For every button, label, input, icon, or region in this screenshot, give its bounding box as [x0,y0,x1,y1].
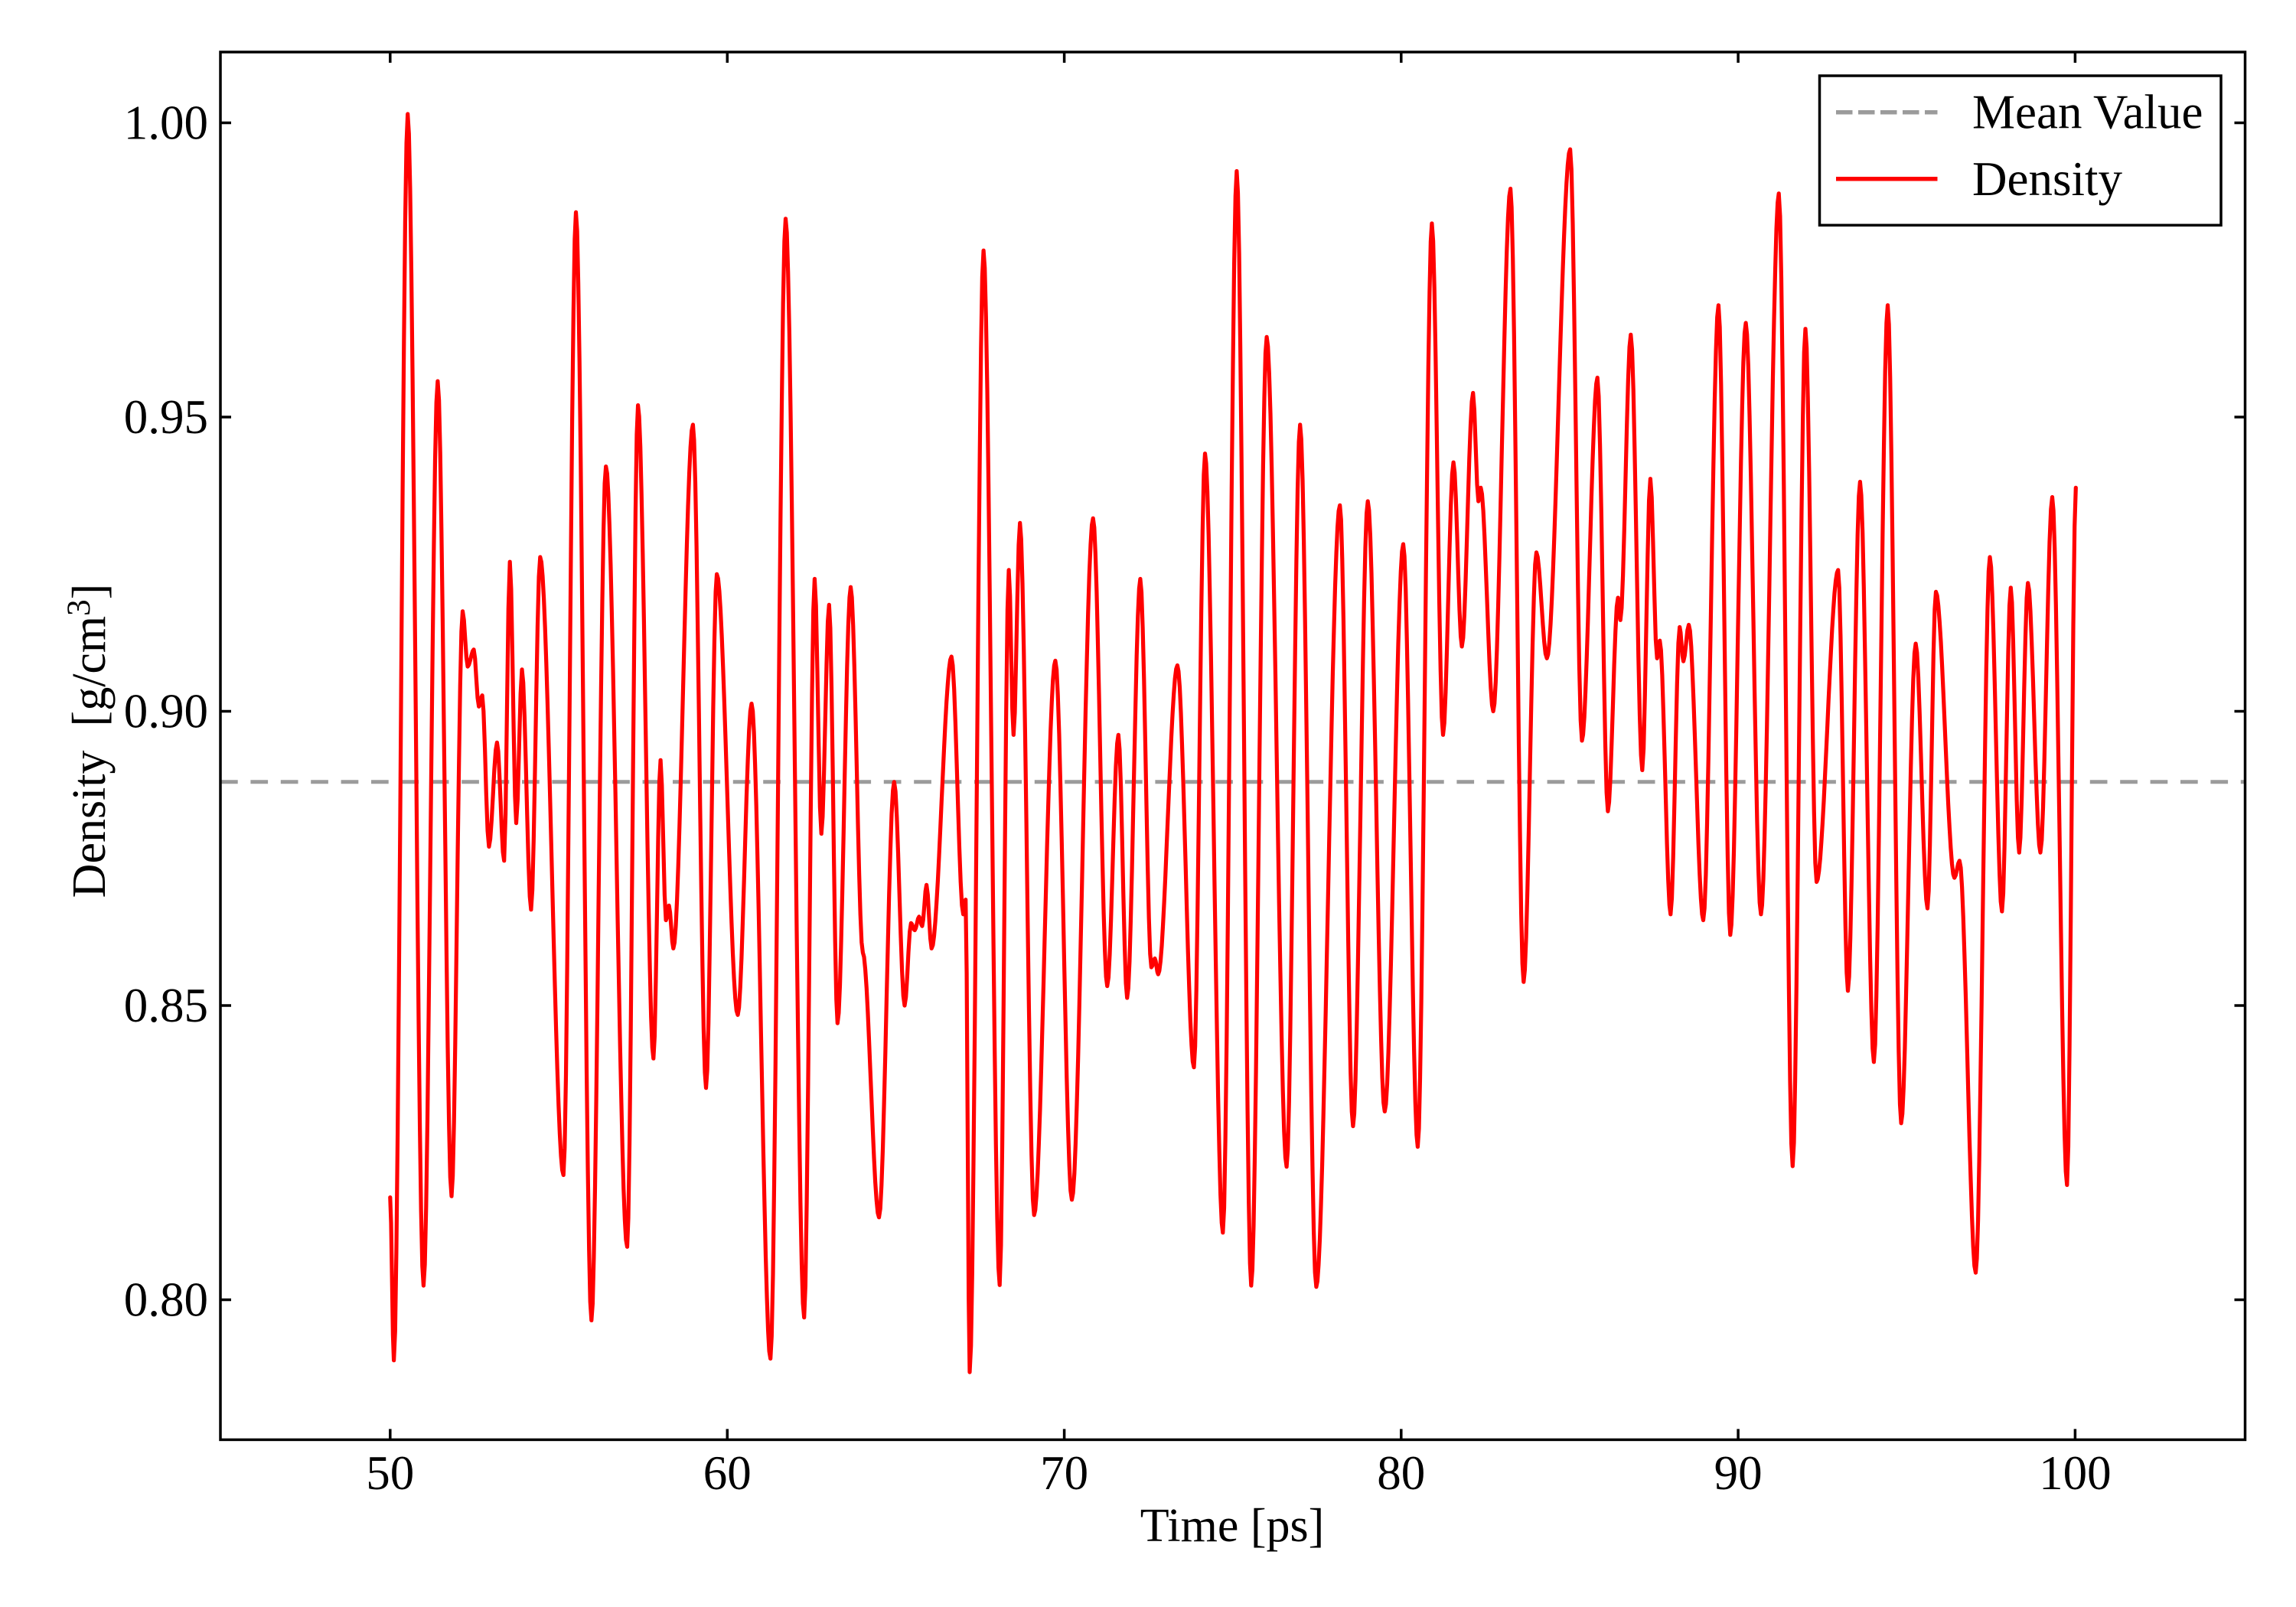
svg-text:0.80: 0.80 [124,1273,208,1327]
svg-text:1.00: 1.00 [124,96,208,150]
svg-text:0.90: 0.90 [124,685,208,738]
svg-text:Time [ps]: Time [ps] [1140,1500,1325,1552]
svg-text:Mean Value: Mean Value [1972,86,2203,139]
svg-text:0.85: 0.85 [124,979,208,1032]
svg-text:90: 90 [1714,1446,1763,1500]
svg-text:80: 80 [1377,1446,1425,1500]
svg-text:Density: Density [1972,152,2122,206]
svg-text:60: 60 [703,1446,752,1500]
svg-text:70: 70 [1040,1446,1088,1500]
svg-text:100: 100 [2039,1446,2112,1500]
svg-text:50: 50 [366,1446,414,1500]
svg-text:0.95: 0.95 [124,390,208,444]
svg-text:Density [g/cm3]: Density [g/cm3] [61,584,116,898]
